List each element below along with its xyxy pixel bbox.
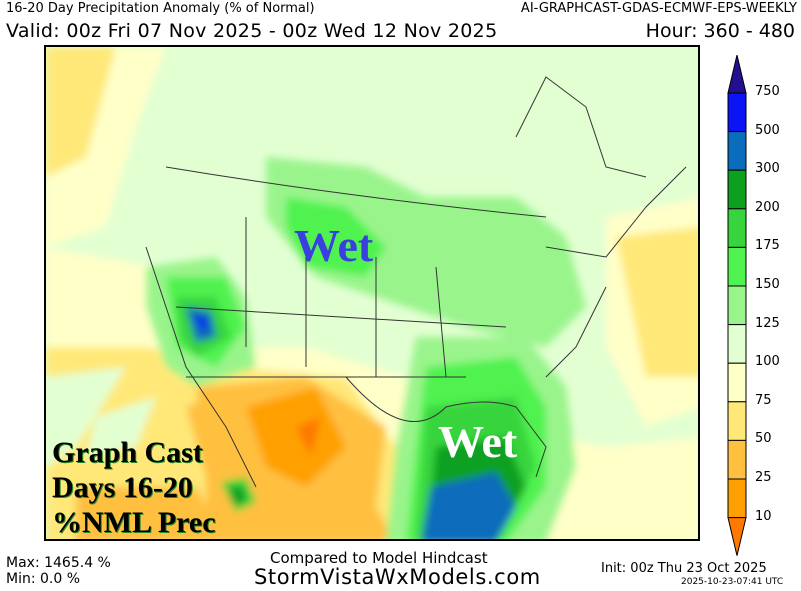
legend-arrow-top [727, 55, 747, 94]
max-min-values: Max: 1465.4 % Min: 0.0 % [6, 555, 111, 587]
legend-label: 50 [755, 431, 772, 447]
legend-label: 25 [755, 470, 772, 485]
legend-swatch [727, 208, 747, 248]
site-name: StormVistaWxModels.com [254, 565, 541, 589]
legend-swatch [727, 285, 747, 326]
legend-swatch [727, 362, 747, 403]
legend-arrow-bottom [727, 517, 747, 556]
legend-label: 175 [755, 238, 780, 254]
legend-swatch [727, 246, 747, 287]
legend-label: 100 [755, 354, 780, 370]
map-title: 16-20 Day Precipitation Anomaly (% of No… [6, 1, 315, 16]
legend-swatch [727, 478, 747, 519]
max-value: Max: 1465.4 % [6, 555, 111, 571]
legend-swatch [727, 169, 747, 210]
forecast-hours: Hour: 360 - 480 [645, 20, 795, 42]
legend-swatch [727, 439, 747, 480]
precipitation-anomaly-map: Wet Wet Graph Cast Days 16-20 %NML Prec [44, 45, 700, 541]
legend-label: 500 [755, 122, 780, 138]
generated-timestamp: 2025-10-23-07:41 UTC [681, 577, 784, 587]
overlay-line: %NML Prec [52, 506, 216, 539]
wet-annotation-south: Wet [438, 416, 518, 467]
legend-label: 125 [755, 315, 780, 331]
legend-label: 75 [755, 392, 772, 408]
min-value: Min: 0.0 % [6, 571, 81, 587]
legend-label: 300 [755, 161, 780, 177]
legend-swatch [727, 131, 747, 171]
legend-swatch [727, 324, 747, 364]
overlay-line: Graph Cast [52, 436, 203, 469]
model-name: AI-GRAPHCAST-GDAS-ECMWF-EPS-WEEKLY [520, 1, 797, 16]
anomaly-shading [46, 47, 698, 539]
graphcast-overlay-label: Graph Cast Days 16-20 %NML Prec [52, 435, 216, 539]
wet-annotation-north: Wet [294, 220, 374, 271]
legend-swatch [727, 401, 747, 441]
legend-label: 150 [755, 277, 780, 292]
legend-label: 750 [755, 84, 780, 99]
overlay-line: Days 16-20 [52, 471, 193, 504]
init-time: Init: 00z Thu 23 Oct 2025 [601, 561, 767, 576]
legend-label: 10 [755, 508, 772, 524]
legend-swatch [727, 92, 747, 133]
valid-period: Valid: 00z Fri 07 Nov 2025 - 00z Wed 12 … [6, 20, 498, 42]
color-legend [727, 55, 747, 556]
comparison-note: Compared to Model Hindcast [270, 549, 488, 567]
legend-label: 200 [755, 199, 780, 215]
